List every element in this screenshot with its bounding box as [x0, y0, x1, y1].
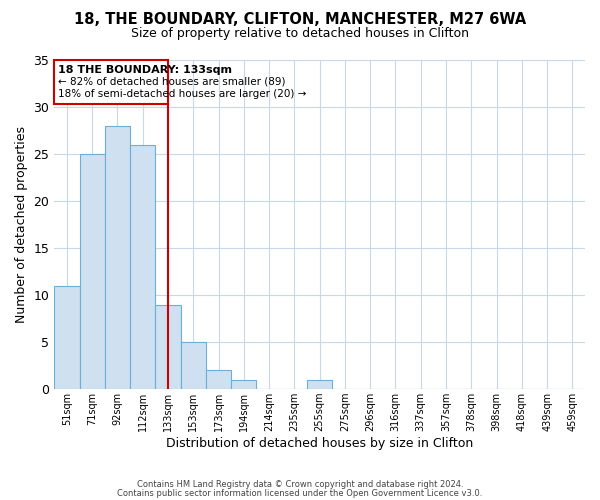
- Bar: [307, 380, 332, 389]
- Text: 18 THE BOUNDARY: 133sqm: 18 THE BOUNDARY: 133sqm: [58, 64, 232, 74]
- Text: 18, THE BOUNDARY, CLIFTON, MANCHESTER, M27 6WA: 18, THE BOUNDARY, CLIFTON, MANCHESTER, M…: [74, 12, 526, 28]
- Bar: [54, 286, 80, 389]
- Text: Contains public sector information licensed under the Open Government Licence v3: Contains public sector information licen…: [118, 488, 482, 498]
- Text: 18% of semi-detached houses are larger (20) →: 18% of semi-detached houses are larger (…: [58, 89, 307, 99]
- Bar: [231, 380, 256, 389]
- FancyBboxPatch shape: [54, 60, 168, 104]
- Text: ← 82% of detached houses are smaller (89): ← 82% of detached houses are smaller (89…: [58, 77, 286, 87]
- Bar: [130, 144, 155, 389]
- Bar: [155, 304, 181, 389]
- Bar: [80, 154, 105, 389]
- Y-axis label: Number of detached properties: Number of detached properties: [15, 126, 28, 323]
- Text: Contains HM Land Registry data © Crown copyright and database right 2024.: Contains HM Land Registry data © Crown c…: [137, 480, 463, 489]
- Bar: [206, 370, 231, 389]
- X-axis label: Distribution of detached houses by size in Clifton: Distribution of detached houses by size …: [166, 437, 473, 450]
- Bar: [105, 126, 130, 389]
- Bar: [181, 342, 206, 389]
- Text: Size of property relative to detached houses in Clifton: Size of property relative to detached ho…: [131, 28, 469, 40]
